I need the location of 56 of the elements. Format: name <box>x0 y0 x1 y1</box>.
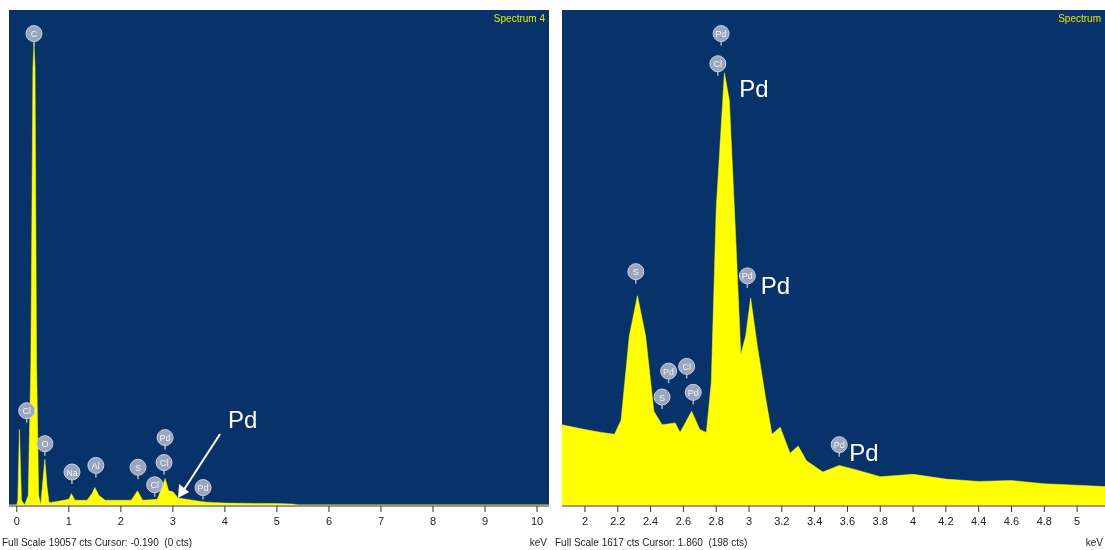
x-tick-label: 5 <box>1074 515 1081 527</box>
annotation: Pd <box>687 387 699 398</box>
annotation: Na <box>66 467 78 478</box>
x-tick-label: 3 <box>169 515 176 527</box>
annotation: Pd <box>159 433 171 444</box>
annotation: Cl <box>150 480 159 491</box>
x-tick-label: 3.2 <box>774 515 790 527</box>
annotation: S <box>632 267 639 278</box>
x-tick-label: 4.2 <box>938 515 954 527</box>
x-tick-label: 3.4 <box>806 515 823 527</box>
x-tick-label: 3.6 <box>839 515 856 527</box>
x-tick-label: 3 <box>745 515 753 527</box>
annotation: Pd <box>849 439 879 467</box>
x-tick-label: 4.6 <box>1003 515 1020 527</box>
annotation: Pd <box>228 405 258 433</box>
annotation: Pd <box>715 29 727 40</box>
annotation: Cl <box>682 361 691 372</box>
x-tick-label: 4.4 <box>971 515 987 527</box>
x-tick-label: 4.8 <box>1036 515 1052 527</box>
annotation: S <box>659 392 666 403</box>
x-axis-title: keV <box>1085 537 1104 548</box>
text: Full Scale 19057 cts Cursor: -0.190 (0 cts) <box>2 537 193 548</box>
x-tick-label: 2.8 <box>708 515 724 527</box>
annotation: C <box>30 29 38 40</box>
x-tick-label: 6 <box>325 515 332 527</box>
annotation: Pd <box>760 272 791 300</box>
x-tick-label: 5 <box>273 515 280 527</box>
x-tick-label: 2.6 <box>675 515 692 527</box>
chart-title: Spectrum <box>1058 13 1101 24</box>
x-tick-label: 3.8 <box>872 515 888 527</box>
annotation: Al <box>91 460 100 471</box>
annotation: Pd <box>663 366 675 377</box>
annotation: Cl <box>159 458 169 469</box>
annotation: Pd <box>833 440 845 451</box>
x-tick-label: 2.4 <box>642 515 659 527</box>
x-tick-label: 10 <box>530 515 544 527</box>
x-tick-label: 4 <box>910 515 917 527</box>
x-tick-label: 8 <box>429 515 437 527</box>
text: Full Scale 1617 cts Cursor: 1.860 (198 cts) <box>555 537 748 548</box>
annotation: Cl <box>22 406 31 417</box>
annotation: O <box>41 439 49 450</box>
x-tick-label: 7 <box>377 515 385 527</box>
x-tick-label: 0 <box>13 515 20 527</box>
annotation: Pd <box>197 483 209 494</box>
annotation: Pd <box>741 271 753 282</box>
annotation: Pd <box>739 74 769 102</box>
chart-title: Spectrum 4 <box>493 13 546 24</box>
annotation: S <box>135 462 142 473</box>
x-tick-label: 2.2 <box>610 515 626 527</box>
x-tick-label: 9 <box>481 515 489 527</box>
x-tick-label: 4 <box>221 515 228 527</box>
annotation: Cl <box>713 59 723 70</box>
x-tick-label: 1 <box>65 515 72 527</box>
x-tick-label: 2 <box>117 515 124 527</box>
x-tick-label: 2 <box>581 515 589 527</box>
x-axis-title: keV <box>529 537 548 548</box>
